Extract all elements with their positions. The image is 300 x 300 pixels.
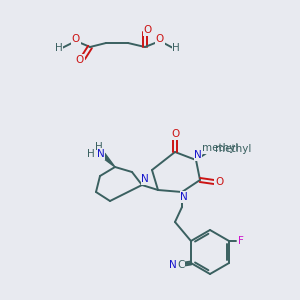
Text: methyl: methyl: [215, 144, 251, 154]
Text: O: O: [144, 25, 152, 35]
Text: H: H: [172, 43, 180, 53]
Text: N: N: [180, 192, 188, 202]
Text: N: N: [194, 150, 202, 160]
Text: methyl: methyl: [202, 143, 238, 153]
Text: N: N: [169, 260, 177, 270]
Text: N: N: [141, 174, 149, 184]
Text: H: H: [87, 149, 95, 159]
Text: H: H: [55, 43, 63, 53]
Text: F: F: [238, 236, 244, 246]
Text: O: O: [215, 177, 223, 187]
Text: H: H: [95, 142, 103, 152]
Text: O: O: [156, 34, 164, 44]
Text: O: O: [171, 129, 179, 139]
Polygon shape: [101, 153, 115, 167]
Text: O: O: [76, 55, 84, 65]
Text: N: N: [97, 149, 105, 159]
Text: C: C: [177, 260, 184, 270]
Text: O: O: [72, 34, 80, 44]
